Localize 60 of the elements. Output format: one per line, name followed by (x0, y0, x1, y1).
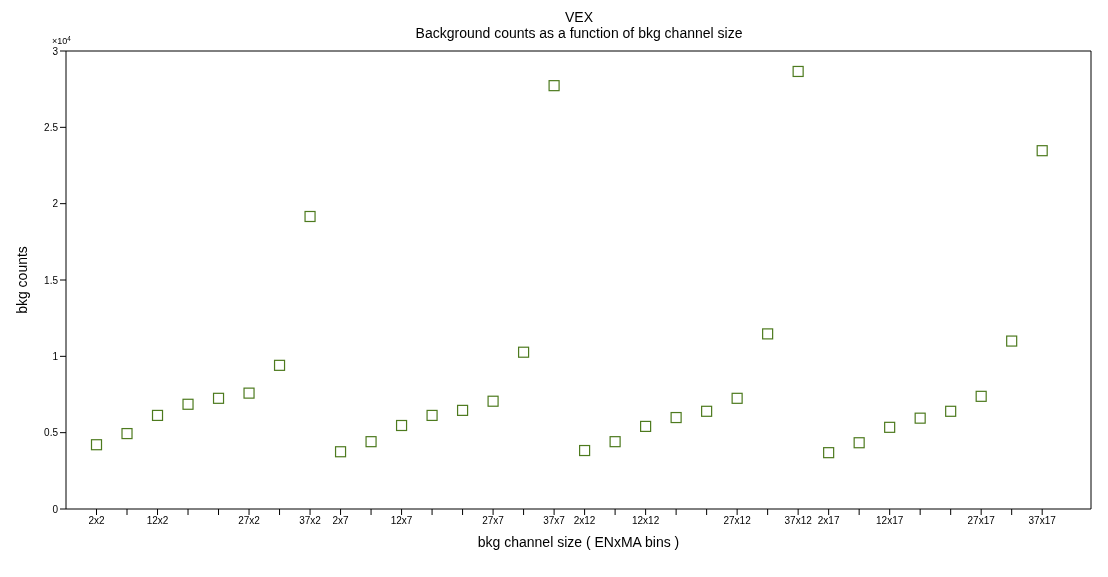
point (151, 409, 164, 422)
point (487, 395, 499, 407)
x-tick-label: 27x12 (723, 515, 752, 527)
point (365, 436, 377, 448)
point (273, 359, 286, 371)
point (731, 392, 743, 404)
point (548, 80, 560, 92)
point (456, 404, 469, 416)
point (334, 446, 347, 458)
point (609, 436, 621, 448)
point (90, 439, 103, 451)
x-tick-label: 2x7 (332, 515, 350, 527)
x-tick-label: 37x7 (543, 515, 566, 527)
x-tick-label: 2x17 (817, 515, 840, 527)
point (121, 427, 133, 440)
x-tick-label: 27x17 (967, 515, 996, 527)
x-tick-label: 2x12 (573, 515, 596, 527)
chart-subtitle: Background counts as a function of bkg channel size (415, 25, 743, 41)
point (853, 437, 865, 449)
y-tick-label: 3 (52, 45, 59, 57)
point (579, 444, 591, 457)
point (304, 210, 316, 223)
point (212, 392, 225, 404)
point (792, 65, 804, 78)
point (914, 412, 926, 424)
point (517, 346, 530, 358)
point (762, 328, 774, 340)
point (884, 421, 896, 433)
point (945, 405, 957, 417)
point (640, 420, 652, 433)
point (701, 405, 713, 417)
y-tick-label: 0 (52, 503, 59, 515)
y-axis-title: bkg counts (13, 246, 30, 314)
point (975, 390, 987, 402)
x-tick-label: 27x2 (238, 515, 261, 527)
point (182, 398, 194, 410)
text: ×10$^{4}$ (52, 34, 72, 46)
y-tick-label: 2 (52, 198, 59, 210)
point (670, 411, 682, 424)
point (1036, 145, 1048, 157)
x-tick-label: 12x7 (390, 515, 413, 527)
x-tick-label: 37x17 (1028, 515, 1057, 527)
y-tick-label: 1 (52, 350, 59, 362)
x-tick-label: 27x7 (482, 515, 505, 527)
x-tick-label: 37x12 (784, 515, 813, 527)
x-tick-label: 37x2 (299, 515, 322, 527)
point (426, 409, 438, 422)
y-tick-label: 0.5 (44, 427, 59, 439)
point (395, 419, 408, 432)
x-tick-label: 12x12 (631, 515, 660, 527)
x-tick-label: 12x2 (146, 515, 169, 527)
chart-title: VEX (564, 9, 594, 25)
point (243, 387, 255, 399)
x-tick-label: 12x17 (876, 515, 904, 527)
point (823, 447, 835, 459)
x-tick-label: 2x2 (88, 515, 105, 527)
x-axis-title: bkg channel size ( ENxMA bins ) (477, 534, 680, 550)
y-tick-label: 1.5 (44, 274, 59, 286)
point (1006, 335, 1018, 347)
y-tick-label: 2.5 (44, 121, 59, 133)
